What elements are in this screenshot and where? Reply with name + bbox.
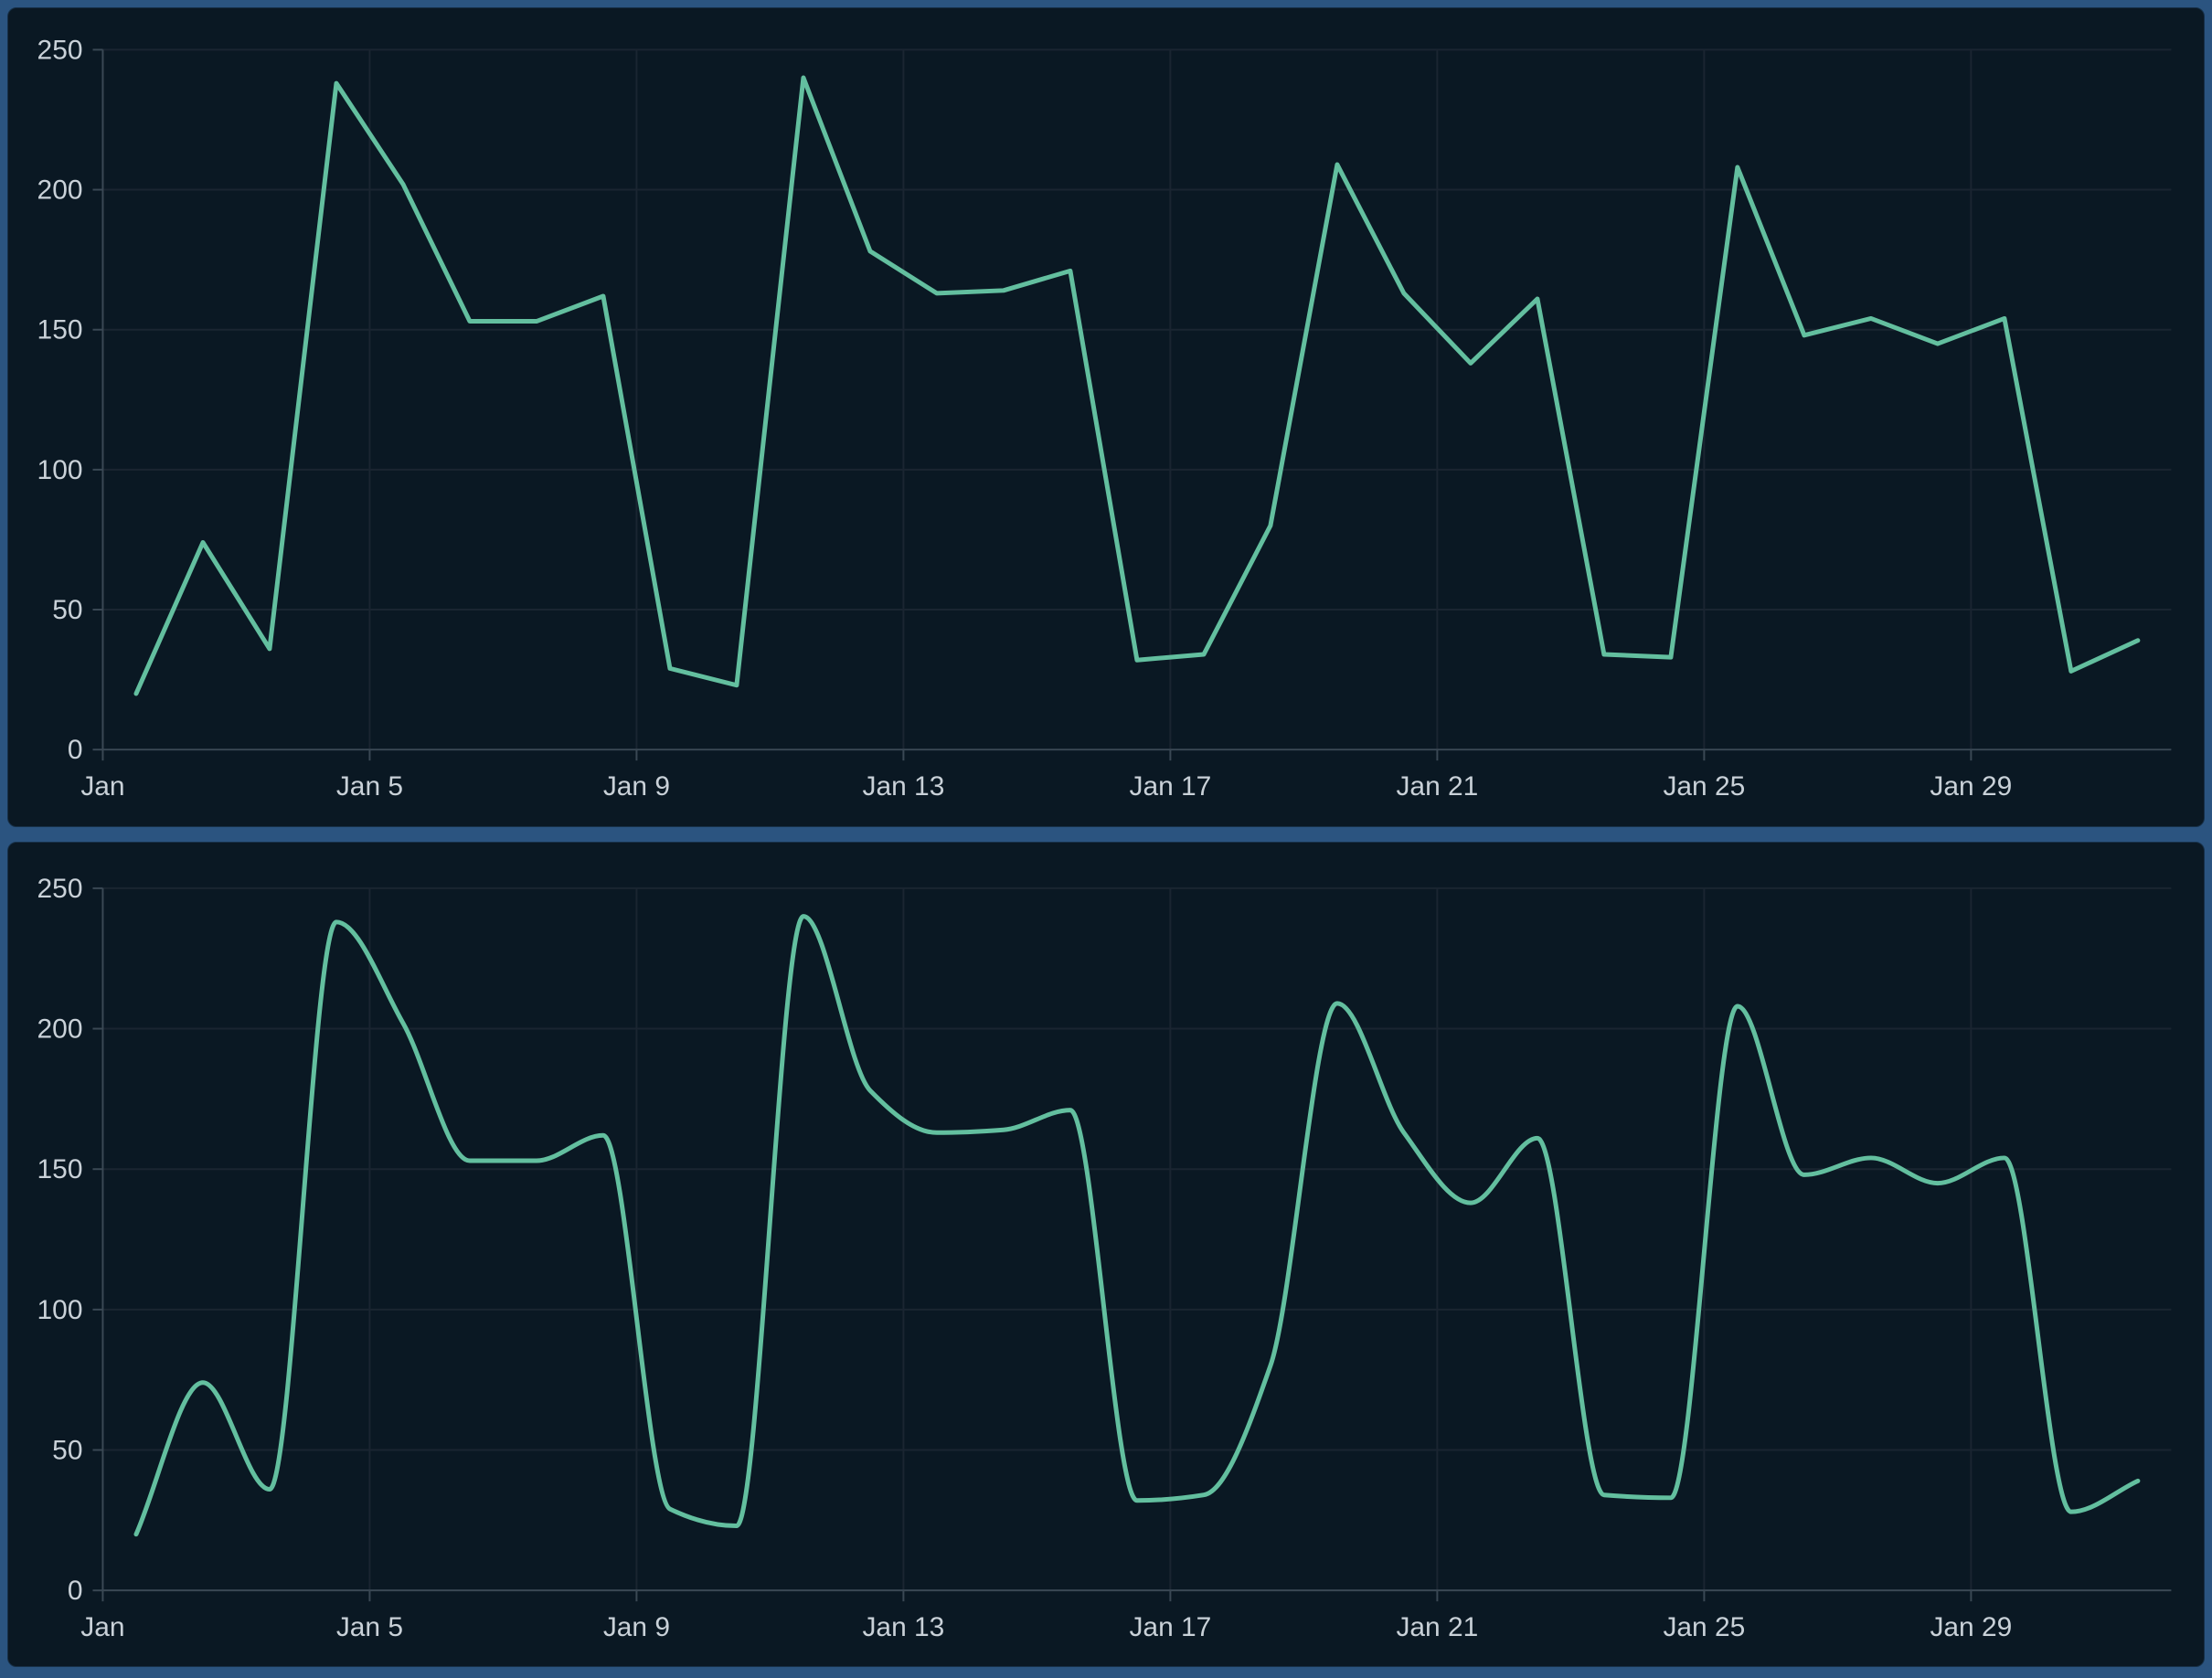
x-tick-label: Jan 21 xyxy=(1396,1612,1478,1642)
y-tick-label: 200 xyxy=(37,175,83,206)
x-tick-label: Jan 9 xyxy=(603,771,670,802)
y-tick-label: 200 xyxy=(37,1014,83,1045)
y-tick-label: 150 xyxy=(37,315,83,345)
y-tick-label: 50 xyxy=(52,1436,82,1466)
x-tick-label: Jan xyxy=(80,1612,124,1642)
x-tick-label: Jan 13 xyxy=(862,771,944,802)
x-tick-label: Jan 29 xyxy=(1930,1612,2012,1642)
x-tick-label: Jan 21 xyxy=(1396,771,1478,802)
x-tick-label: Jan xyxy=(80,771,124,802)
y-tick-label: 250 xyxy=(37,35,83,65)
x-tick-label: Jan 9 xyxy=(603,1612,670,1642)
line-chart-linear: 0 50 100 150 200 250 Jan Jan 5 Jan 9 Jan 13 Jan 17… xyxy=(37,35,2172,802)
x-tick-label: Jan 29 xyxy=(1930,771,2012,802)
y-tick-label: 100 xyxy=(37,1295,83,1325)
x-tick-label: Jan 25 xyxy=(1663,1612,1745,1642)
line-chart-smoothed: 0 50 100 150 200 250 Jan Jan 5 Jan 9 Jan 13 Jan 17… xyxy=(37,874,2172,1642)
y-tick-label: 50 xyxy=(52,595,82,625)
x-tick-label: Jan 5 xyxy=(336,1612,403,1642)
series-line xyxy=(133,75,2141,696)
y-tick-label: 0 xyxy=(68,735,83,765)
x-tick-label: Jan 17 xyxy=(1129,1612,1211,1642)
y-tick-label: 0 xyxy=(68,1576,83,1606)
chart-panel-bottom: 0 50 100 150 200 250 Jan Jan 5 Jan 9 Jan 13 Jan 17… xyxy=(7,842,2205,1667)
chart-panel-top: 0 50 100 150 200 250 Jan Jan 5 Jan 9 Jan 13 Jan 17… xyxy=(7,7,2205,827)
y-tick-label: 100 xyxy=(37,455,83,485)
y-tick-label: 150 xyxy=(37,1154,83,1184)
series-line xyxy=(133,914,2141,1537)
x-tick-label: Jan 13 xyxy=(862,1612,944,1642)
x-tick-label: Jan 25 xyxy=(1663,771,1745,802)
x-tick-label: Jan 17 xyxy=(1129,771,1211,802)
x-tick-label: Jan 5 xyxy=(336,771,403,802)
y-tick-label: 250 xyxy=(37,874,83,904)
